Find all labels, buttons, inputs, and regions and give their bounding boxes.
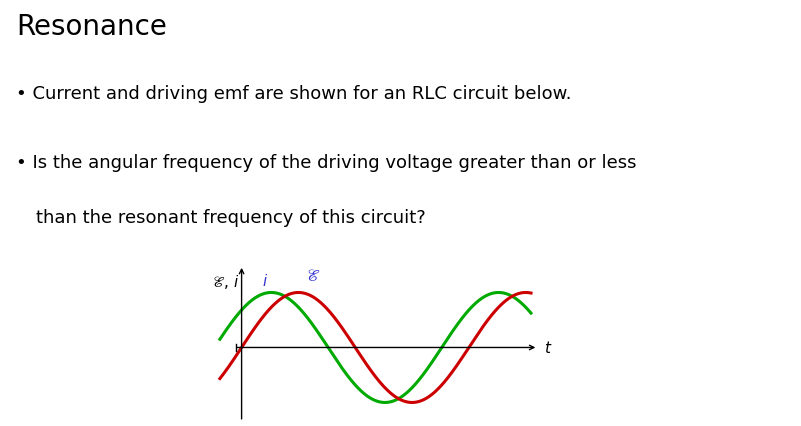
Text: $\mathscr{E}$: $\mathscr{E}$ [306, 267, 320, 285]
Text: $i$: $i$ [261, 273, 268, 288]
Text: $\mathscr{E}$, $i$: $\mathscr{E}$, $i$ [212, 272, 239, 290]
Text: • Is the angular frequency of the driving voltage greater than or less: • Is the angular frequency of the drivin… [16, 153, 637, 171]
Text: than the resonant frequency of this circuit?: than the resonant frequency of this circ… [36, 209, 426, 227]
Text: • Current and driving emf are shown for an RLC circuit below.: • Current and driving emf are shown for … [16, 85, 572, 103]
Text: $t$: $t$ [544, 340, 553, 356]
Text: Resonance: Resonance [16, 13, 167, 41]
